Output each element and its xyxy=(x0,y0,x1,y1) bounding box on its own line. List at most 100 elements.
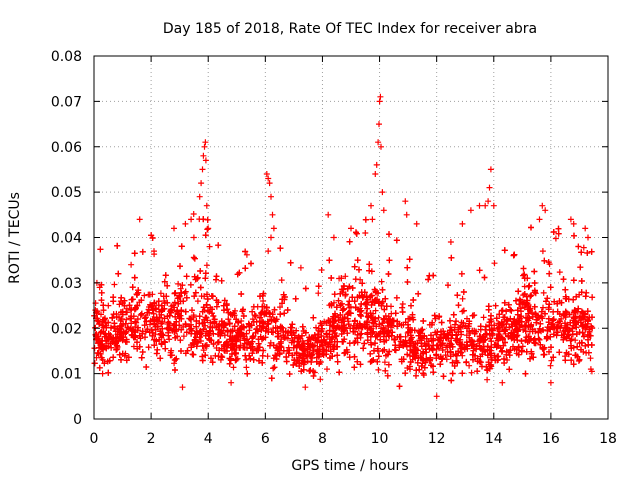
data-point xyxy=(243,364,250,371)
data-point xyxy=(553,332,560,339)
data-point xyxy=(197,268,204,274)
data-point xyxy=(119,350,126,357)
data-point xyxy=(317,376,324,383)
data-point xyxy=(257,314,263,321)
data-point xyxy=(173,355,180,362)
data-point xyxy=(218,277,225,284)
data-point xyxy=(352,328,358,335)
data-point xyxy=(578,278,585,284)
data-point xyxy=(210,313,217,319)
data-point xyxy=(180,333,187,340)
data-point xyxy=(96,364,103,371)
data-point xyxy=(477,323,484,330)
data-point xyxy=(484,352,491,359)
data-point xyxy=(453,318,459,325)
data-point xyxy=(269,311,276,318)
data-point xyxy=(123,328,130,335)
data-point xyxy=(468,342,475,349)
data-point xyxy=(368,268,375,275)
data-point xyxy=(168,352,175,359)
data-point xyxy=(155,298,162,305)
data-point xyxy=(318,338,325,345)
data-point xyxy=(226,320,233,327)
data-point xyxy=(363,299,370,306)
data-point xyxy=(459,370,466,377)
data-point xyxy=(344,349,351,356)
data-point xyxy=(486,347,493,354)
data-point xyxy=(225,316,232,323)
data-point xyxy=(162,339,168,346)
data-point xyxy=(278,277,285,284)
data-point xyxy=(116,328,123,335)
data-point xyxy=(383,303,390,310)
data-point xyxy=(466,362,473,369)
data-point xyxy=(415,332,422,339)
data-point xyxy=(566,327,573,333)
data-point xyxy=(149,235,156,241)
data-point xyxy=(384,372,391,379)
data-point xyxy=(171,360,178,367)
data-point xyxy=(215,299,222,306)
data-point xyxy=(256,322,263,329)
data-point xyxy=(381,359,388,366)
data-point xyxy=(211,318,218,325)
data-point xyxy=(396,383,403,390)
data-point xyxy=(154,323,161,330)
data-point xyxy=(200,347,207,354)
data-point xyxy=(578,249,585,256)
data-point xyxy=(398,356,405,363)
data-point xyxy=(177,263,183,270)
data-point xyxy=(423,349,430,356)
data-point xyxy=(432,315,439,322)
data-point xyxy=(354,335,361,342)
data-point xyxy=(328,336,335,342)
data-point xyxy=(315,283,322,290)
data-point xyxy=(345,321,352,328)
data-point xyxy=(539,345,546,352)
data-point xyxy=(235,330,242,337)
data-point xyxy=(190,314,197,320)
data-point xyxy=(296,363,303,369)
data-point xyxy=(307,367,314,374)
data-point xyxy=(219,354,226,361)
data-point xyxy=(103,324,110,331)
data-point xyxy=(134,327,141,334)
data-point xyxy=(133,319,140,326)
data-point xyxy=(204,296,211,302)
data-point xyxy=(510,252,517,259)
data-point xyxy=(386,257,393,264)
data-point xyxy=(506,324,513,331)
data-point xyxy=(587,332,594,339)
data-point xyxy=(145,344,152,351)
data-point xyxy=(350,322,357,329)
data-point xyxy=(328,275,335,281)
data-point xyxy=(271,364,278,371)
data-point xyxy=(206,337,213,343)
data-point xyxy=(541,257,548,264)
data-point xyxy=(203,262,210,269)
data-point xyxy=(334,343,341,350)
data-point xyxy=(536,325,543,332)
data-point xyxy=(251,312,258,319)
data-point xyxy=(101,333,108,340)
data-point xyxy=(220,324,227,331)
data-point xyxy=(550,229,557,235)
data-point xyxy=(574,353,581,360)
data-point xyxy=(136,343,143,350)
data-point xyxy=(288,324,295,331)
data-point xyxy=(240,313,247,319)
data-point xyxy=(396,342,403,349)
data-point xyxy=(439,347,446,353)
data-point xyxy=(298,368,305,375)
data-point xyxy=(113,314,120,320)
data-point xyxy=(123,316,130,323)
data-point xyxy=(254,345,261,352)
data-point xyxy=(146,291,153,298)
data-point xyxy=(326,257,333,264)
data-point xyxy=(504,357,511,363)
data-point xyxy=(565,351,572,358)
data-point xyxy=(554,300,561,307)
data-point xyxy=(402,370,409,377)
data-point xyxy=(479,351,486,358)
data-point xyxy=(386,319,393,326)
